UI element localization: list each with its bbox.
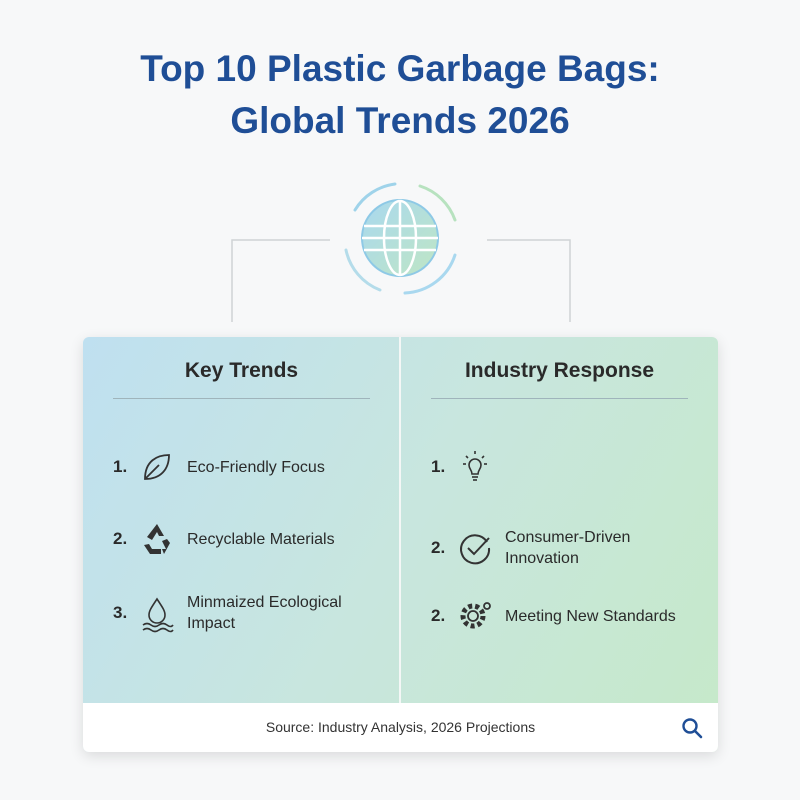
list-item: 1.: [431, 447, 505, 487]
footer: Source: Industry Analysis, 2026 Projecti…: [83, 703, 718, 752]
item-number: 1.: [431, 457, 446, 476]
recycle-icon: [144, 524, 170, 554]
column: Industry Response 1. 2. Consumer-Driven I…: [401, 337, 718, 703]
item-text: Impact: [187, 615, 236, 632]
item-text: Eco-Friendly Focus: [187, 458, 325, 476]
item-text: Consumer-Driven: [505, 529, 631, 546]
item-number: 2.: [431, 606, 446, 625]
list-item: 2. Meeting New Standards: [431, 596, 676, 636]
leaf-icon: [144, 454, 170, 480]
bulb-icon: [463, 451, 487, 481]
item-number: 1.: [113, 457, 128, 476]
item-text: Meeting New Standards: [505, 607, 676, 625]
list-item: 2. Recyclable Materials: [113, 519, 335, 559]
title-line: Global Trends 2026: [230, 100, 570, 141]
water-icon: [142, 597, 174, 633]
item-text: Innovation: [505, 550, 579, 567]
gear-icon: [460, 602, 491, 629]
title-line: Top 10 Plastic Garbage Bags:: [140, 48, 660, 89]
search-button[interactable]: [681, 717, 703, 739]
column-heading: Key Trends: [184, 359, 299, 382]
item-text: Recyclable Materials: [187, 530, 335, 548]
check-icon: [460, 534, 491, 565]
column: Key Trends 1. Eco-Friendly Focus 2. Recy…: [83, 337, 400, 703]
info-card: Key Trends 1. Eco-Friendly Focus 2. Recy…: [83, 337, 718, 752]
list-item: 3. Minmaized Ecological Impact: [113, 592, 342, 634]
source-note: Source: Industry Analysis, 2026 Projecti…: [265, 719, 536, 735]
item-number: 2.: [431, 538, 446, 557]
column-heading: Industry Response: [464, 359, 655, 382]
item-number: 3.: [113, 603, 128, 622]
list-item: 1. Eco-Friendly Focus: [113, 447, 325, 487]
globe-graphic: [231, 182, 571, 322]
item-text: Minmaized Ecological: [187, 594, 342, 611]
item-number: 2.: [113, 529, 128, 548]
list-item: 2. Consumer-Driven Innovation: [431, 527, 630, 569]
